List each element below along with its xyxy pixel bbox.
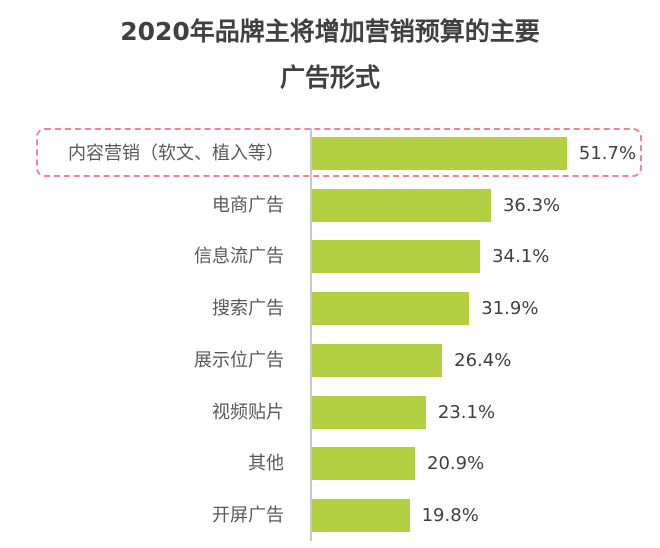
bar-row: 搜索广告 31.9% bbox=[0, 292, 660, 326]
category-label: 展示位广告 bbox=[194, 349, 284, 371]
value-label: 26.4% bbox=[454, 349, 512, 371]
value-label: 31.9% bbox=[481, 298, 539, 320]
bar bbox=[312, 292, 470, 326]
bar-row: 开屏广告 19.8% bbox=[0, 498, 660, 532]
value-label: 23.1% bbox=[437, 401, 496, 423]
bar-row: 视频贴片 23.1% bbox=[0, 395, 660, 429]
bar bbox=[312, 240, 481, 274]
bar bbox=[312, 498, 410, 532]
chart-title-line-1: 2020年品牌主将增加营销预算的主要 bbox=[120, 17, 540, 46]
value-label: 19.8% bbox=[421, 504, 479, 526]
bar-row: 电商广告 36.3% bbox=[0, 188, 660, 222]
y-axis-line bbox=[310, 128, 312, 541]
category-label: 搜索广告 bbox=[212, 298, 284, 320]
category-label: 电商广告 bbox=[212, 194, 284, 216]
category-label: 内容营销（软文、植入等） bbox=[68, 143, 284, 164]
value-label: 51.7% bbox=[578, 143, 637, 164]
bar-row: 其他 20.9% bbox=[0, 447, 660, 481]
category-label: 信息流广告 bbox=[194, 246, 284, 268]
chart-title-line-2: 广告形式 bbox=[279, 63, 380, 92]
value-label: 20.9% bbox=[427, 453, 485, 475]
bar bbox=[312, 343, 443, 377]
bar-row: 内容营销（软文、植入等） 51.7% bbox=[0, 137, 660, 170]
bar bbox=[312, 137, 567, 170]
category-label: 开屏广告 bbox=[212, 504, 284, 526]
bar bbox=[312, 395, 426, 429]
bar bbox=[312, 447, 416, 481]
category-label: 其他 bbox=[248, 453, 284, 475]
bar bbox=[312, 188, 491, 222]
highlight-box bbox=[36, 128, 642, 177]
category-label: 视频贴片 bbox=[212, 401, 284, 423]
bar-row: 信息流广告 34.1% bbox=[0, 240, 660, 274]
bar-row: 展示位广告 26.4% bbox=[0, 343, 660, 377]
value-label: 36.3% bbox=[502, 194, 561, 216]
value-label: 34.1% bbox=[492, 246, 550, 268]
